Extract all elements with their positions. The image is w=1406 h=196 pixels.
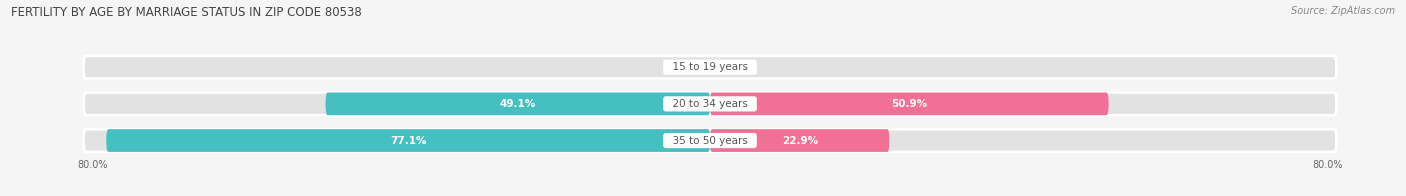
- Text: 80.0%: 80.0%: [1312, 160, 1343, 170]
- Text: 77.1%: 77.1%: [389, 136, 426, 146]
- FancyBboxPatch shape: [710, 93, 1108, 115]
- Text: 50.9%: 50.9%: [891, 99, 928, 109]
- Text: 49.1%: 49.1%: [499, 99, 536, 109]
- FancyBboxPatch shape: [83, 129, 1337, 152]
- Text: 80.0%: 80.0%: [77, 160, 108, 170]
- Text: 35 to 50 years: 35 to 50 years: [666, 136, 754, 146]
- Text: 0.0%: 0.0%: [668, 62, 695, 72]
- FancyBboxPatch shape: [326, 93, 710, 115]
- Text: 0.0%: 0.0%: [725, 62, 752, 72]
- Text: 22.9%: 22.9%: [782, 136, 818, 146]
- FancyBboxPatch shape: [107, 129, 710, 152]
- Text: 15 to 19 years: 15 to 19 years: [666, 62, 754, 72]
- FancyBboxPatch shape: [83, 56, 1337, 79]
- Text: Source: ZipAtlas.com: Source: ZipAtlas.com: [1291, 6, 1395, 16]
- FancyBboxPatch shape: [710, 129, 890, 152]
- Text: FERTILITY BY AGE BY MARRIAGE STATUS IN ZIP CODE 80538: FERTILITY BY AGE BY MARRIAGE STATUS IN Z…: [11, 6, 361, 19]
- Text: 20 to 34 years: 20 to 34 years: [666, 99, 754, 109]
- FancyBboxPatch shape: [83, 93, 1337, 115]
